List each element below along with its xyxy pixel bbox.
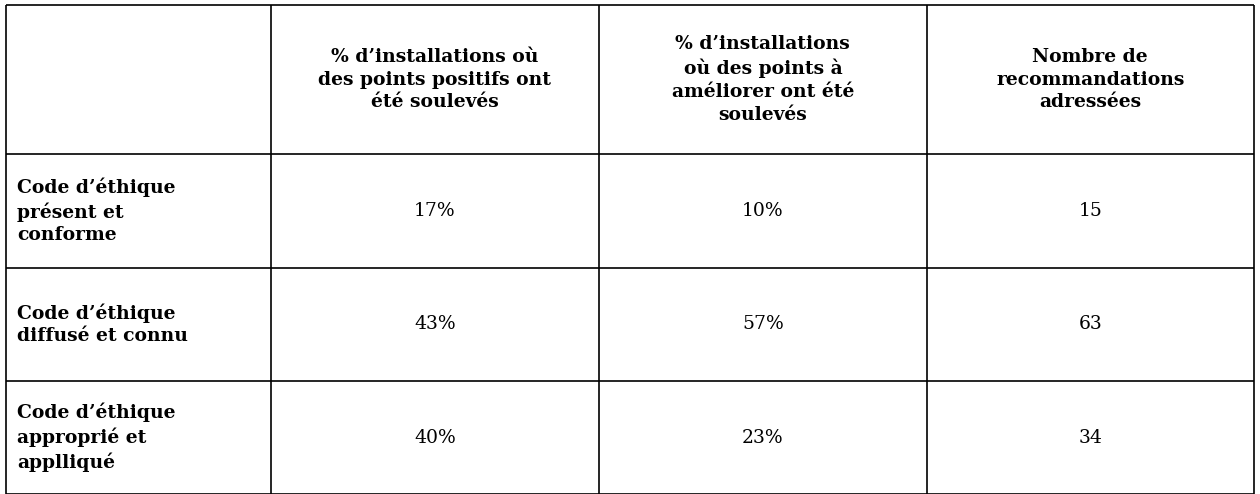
Text: 34: 34 bbox=[1079, 428, 1102, 447]
Text: 15: 15 bbox=[1079, 202, 1102, 220]
Text: 10%: 10% bbox=[742, 202, 784, 220]
Text: 17%: 17% bbox=[415, 202, 456, 220]
Text: 43%: 43% bbox=[415, 315, 456, 333]
Text: 57%: 57% bbox=[742, 315, 784, 333]
Text: Code d’éthique
présent et
conforme: Code d’éthique présent et conforme bbox=[16, 177, 175, 245]
Text: 23%: 23% bbox=[742, 428, 784, 447]
Text: 40%: 40% bbox=[413, 428, 456, 447]
Text: Nombre de
recommandations
adressées: Nombre de recommandations adressées bbox=[997, 47, 1184, 112]
Text: 63: 63 bbox=[1079, 315, 1102, 333]
Text: % d’installations
où des points à
améliorer ont été
soulevés: % d’installations où des points à amélio… bbox=[672, 35, 854, 124]
Text: % d’installations où
des points positifs ont
été soulevés: % d’installations où des points positifs… bbox=[319, 47, 552, 112]
Text: Code d’éthique
diffusé et connu: Code d’éthique diffusé et connu bbox=[16, 303, 188, 345]
Text: Code d’éthique
approprié et
applliqué: Code d’éthique approprié et applliqué bbox=[16, 403, 175, 472]
